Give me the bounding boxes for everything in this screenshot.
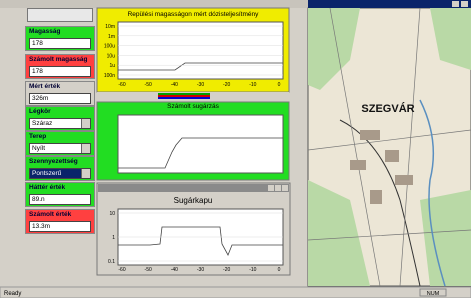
chart-title: Sugárkapu [174,196,213,205]
x-tick-label: -30 [197,82,204,88]
map-label: SZEGVÁR [361,102,414,115]
x-tick-label: -20 [223,82,230,88]
y-tick-label: 1u [109,63,115,69]
y-tick-label: 10u [107,53,116,59]
y-tick-label: 100n [104,73,115,79]
screen: {"left_panel":{"fields":[ {"label":"Maga… [0,0,471,298]
chart-title: Számolt sugárzás [167,103,219,110]
y-tick-label: 10m [105,24,115,30]
status-indicator: NUM [427,291,440,297]
y-tick-label: 1 [112,235,115,241]
y-tick-label: 0.1 [108,259,115,265]
plot-area [118,22,283,79]
map [308,0,471,286]
x-tick-label: -60 [118,82,125,88]
workspace: Repülési magasságon mért dózisteljesítmé… [0,0,471,298]
plot-area [118,115,283,173]
x-tick-label: -20 [223,267,230,273]
x-tick-label: -30 [197,267,204,273]
status-text: Ready [4,291,21,297]
status-bar [0,287,471,298]
chart-title: Repülési magasságon mért dózisteljesítmé… [128,11,260,18]
title-bar [98,184,289,192]
x-tick-label: -40 [171,267,178,273]
x-tick-label: -50 [145,82,152,88]
x-tick-label: -50 [145,267,152,273]
y-tick-label: 10 [109,211,115,217]
y-tick-label: 100u [104,44,115,50]
x-tick-label: -10 [249,82,256,88]
x-tick-label: -10 [249,267,256,273]
y-tick-label: 1m [108,34,115,40]
x-tick-label: -60 [118,267,125,273]
x-tick-label: 0 [278,82,281,88]
x-tick-label: 0 [278,267,281,273]
x-tick-label: -40 [171,82,178,88]
